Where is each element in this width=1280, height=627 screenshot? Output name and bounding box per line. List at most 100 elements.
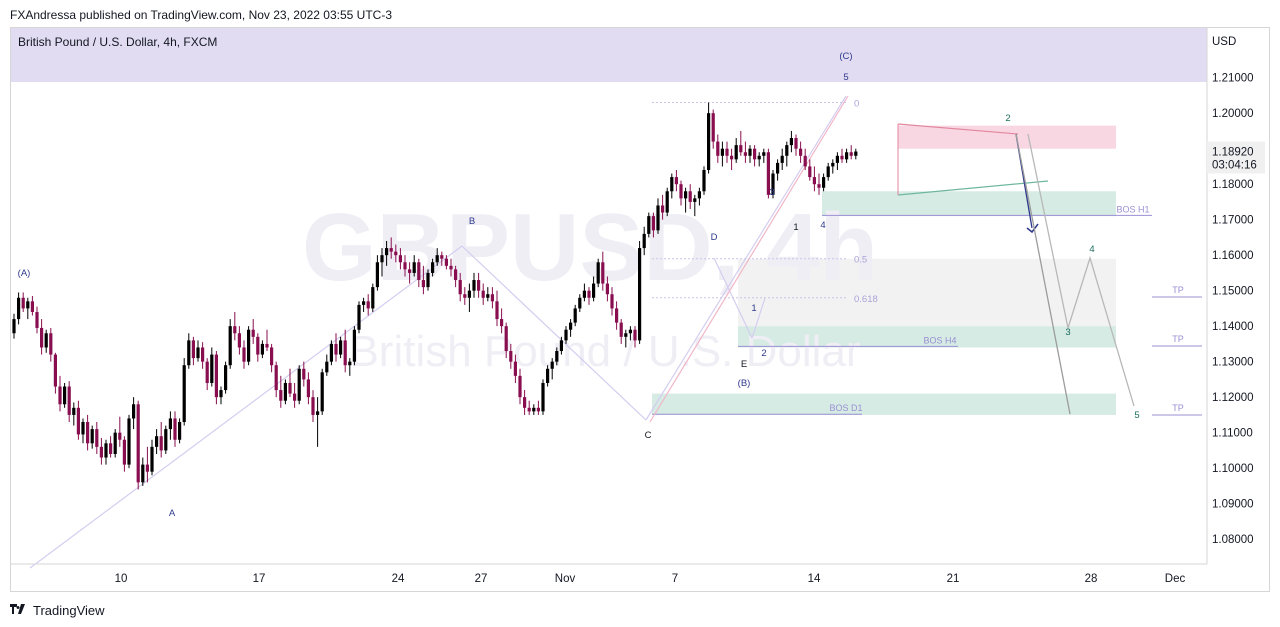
tradingview-brand[interactable]: TradingView <box>33 602 105 618</box>
candle-body <box>316 411 320 415</box>
candle-body <box>702 169 706 192</box>
wave-label: 2 <box>761 348 766 359</box>
wave-label: 1 <box>751 303 756 314</box>
candle-body <box>578 297 582 309</box>
candle-body <box>840 155 844 160</box>
candle-body <box>40 327 44 348</box>
candle-body <box>288 382 292 394</box>
candle-body <box>642 233 646 249</box>
candle-body <box>596 262 600 284</box>
candle-body <box>412 262 416 273</box>
candle-body <box>766 152 770 195</box>
candle-body <box>817 184 821 188</box>
bos-label: BOS H4 <box>923 335 956 345</box>
fib-label: 0 <box>854 99 859 110</box>
candle-body <box>490 294 494 302</box>
candle-body <box>670 177 674 192</box>
y-tick-label: 1.08000 <box>1212 534 1254 546</box>
candle-body <box>716 141 720 156</box>
candle-body <box>12 319 16 334</box>
candle-body <box>306 379 310 398</box>
candle-body <box>541 382 545 412</box>
candle-body <box>495 301 499 320</box>
x-tick-label: 14 <box>808 573 821 585</box>
candle-body <box>845 152 849 160</box>
candle-body <box>624 333 628 337</box>
wave-label: 3 <box>1065 327 1070 338</box>
chart-frame <box>10 27 1270 592</box>
candle-body <box>854 151 858 156</box>
wave-label: 1 <box>793 222 798 233</box>
candle-body <box>780 155 784 163</box>
y-tick-label: 1.14000 <box>1212 321 1254 333</box>
candle-body <box>297 368 301 401</box>
y-tick-label: 1.11000 <box>1212 428 1253 440</box>
current-price-label: 1.18920 <box>1212 147 1254 159</box>
candle-body <box>500 319 504 327</box>
candle-body <box>63 386 67 405</box>
y-tick-label: 1.18000 <box>1212 179 1254 191</box>
candle-body <box>679 184 683 199</box>
candle-body <box>168 418 172 430</box>
wave-label: A <box>169 508 176 519</box>
candle-body <box>720 148 724 156</box>
watermark-name: British Pound / U.S. Dollar <box>349 327 860 376</box>
candle-body <box>58 386 62 405</box>
candle-body <box>730 155 734 160</box>
candle-body <box>339 340 343 355</box>
candle-body <box>205 361 209 383</box>
candle-body <box>283 382 287 401</box>
candle-body <box>159 436 163 451</box>
candle-body <box>228 326 232 366</box>
candle-body <box>385 248 389 256</box>
wave-label: (C) <box>839 51 852 62</box>
tradingview-logo-icon[interactable] <box>10 604 28 616</box>
candle-body <box>550 361 554 369</box>
chart-canvas[interactable]: GBPUSD, 4h British Pound / U.S. Dollar Br… <box>0 0 1280 600</box>
bos-label: BOS H1 <box>1116 204 1149 214</box>
candle-body <box>150 446 154 472</box>
candle-body <box>656 205 660 231</box>
candle-body <box>132 404 136 419</box>
x-tick-label: 24 <box>392 573 405 585</box>
candle-body <box>674 177 678 185</box>
candle-body <box>587 290 591 298</box>
x-tick-label: Dec <box>1165 573 1186 585</box>
x-tick-label: 21 <box>947 573 960 585</box>
candle-body <box>113 432 117 454</box>
candle-body <box>582 290 586 298</box>
candle-body <box>569 322 573 330</box>
candle-body <box>357 304 361 330</box>
candle-body <box>302 368 306 380</box>
candle-body <box>467 290 471 298</box>
candle-body <box>463 294 467 298</box>
candle-body <box>201 347 205 362</box>
candle-body <box>647 216 651 234</box>
candle-body <box>518 375 522 398</box>
candle-body <box>380 255 384 263</box>
candle-body <box>513 361 517 376</box>
candle-body <box>155 436 159 447</box>
candle-body <box>431 262 435 273</box>
wave-label: (A) <box>18 268 31 279</box>
candle-body <box>743 152 747 156</box>
candle-body <box>104 443 108 458</box>
candle-body <box>67 386 71 415</box>
candle-body <box>325 361 329 373</box>
candle-body <box>99 446 103 458</box>
candle-body <box>90 429 94 444</box>
candle-body <box>633 329 637 341</box>
candle-body <box>270 347 274 366</box>
candle-body <box>757 155 761 160</box>
candle-body <box>145 464 149 472</box>
candle-body <box>504 326 508 352</box>
candle-body <box>615 308 619 323</box>
candle-body <box>638 248 642 341</box>
candle-body <box>251 329 255 337</box>
y-tick-label: 1.10000 <box>1212 463 1254 475</box>
candle-body <box>693 198 697 202</box>
x-tick-label: Nov <box>555 573 576 585</box>
candle-body <box>371 287 375 309</box>
candle-body <box>398 255 402 263</box>
candle-body <box>789 138 793 146</box>
